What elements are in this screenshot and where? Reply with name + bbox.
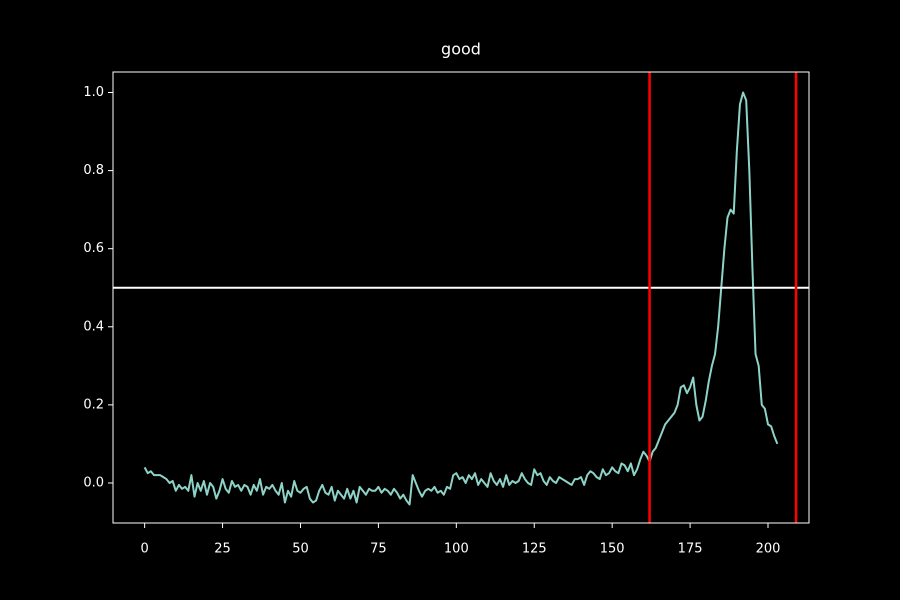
x-tick-label: 75 [370,542,387,557]
data-line [143,91,779,506]
y-tick-label: 1.0 [83,85,104,100]
chart-title: good [441,40,481,59]
x-tick-label: 100 [444,542,469,557]
x-tick-label: 25 [214,542,231,557]
y-tick-label: 0.0 [83,475,104,490]
y-tick-label: 0.8 [83,163,104,178]
plot-frame [112,71,810,524]
x-tick-label: 50 [292,542,309,557]
x-tick-label: 200 [756,542,781,557]
x-tick-label: 150 [600,542,625,557]
x-tick-label: 175 [678,542,703,557]
x-tick-label: 0 [140,542,148,557]
x-tick-label: 125 [522,542,547,557]
y-tick-label: 0.4 [83,319,104,334]
y-tick-label: 0.2 [83,397,104,412]
y-tick-label: 0.6 [83,241,104,256]
